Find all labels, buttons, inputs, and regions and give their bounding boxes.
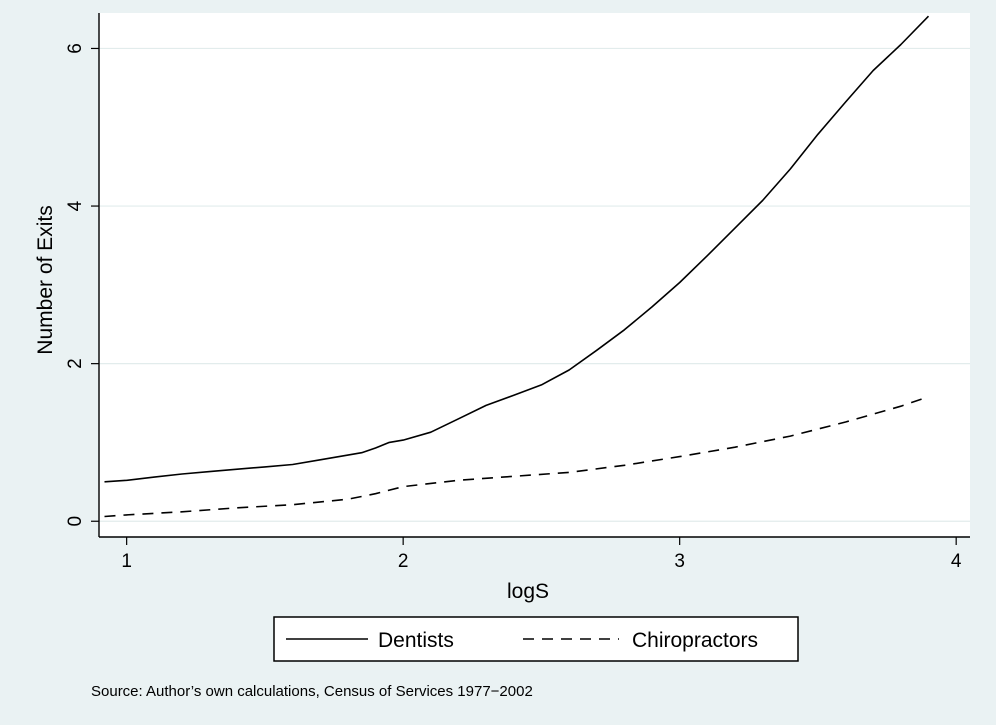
grid: [99, 47, 970, 522]
legend-label-chiropractors: Chiropractors: [632, 629, 758, 652]
x-tick-label: 2: [398, 551, 409, 572]
y-axis-label: Number of Exits: [34, 205, 57, 354]
x-tick-label: 4: [951, 551, 962, 572]
series: [104, 15, 930, 518]
plot-background: [99, 13, 970, 537]
x-axis-label: logS: [507, 580, 549, 603]
y-tick-label: 2: [65, 358, 86, 369]
axes: 0 2 4 6 1 2 3 4: [65, 13, 970, 572]
series-line-chiropractors: [104, 395, 929, 518]
source-note: Source: Author’s own calculations, Censu…: [91, 683, 533, 700]
y-tick-label: 0: [65, 516, 86, 527]
legend: Dentists Chiropractors: [273, 616, 799, 662]
x-tick-label: 1: [121, 551, 132, 572]
series-line-dentists: [104, 15, 930, 483]
x-tick-label: 3: [674, 551, 685, 572]
legend-label-dentists: Dentists: [378, 629, 454, 652]
y-tick-label: 6: [65, 43, 86, 54]
y-tick-label: 4: [65, 200, 86, 211]
